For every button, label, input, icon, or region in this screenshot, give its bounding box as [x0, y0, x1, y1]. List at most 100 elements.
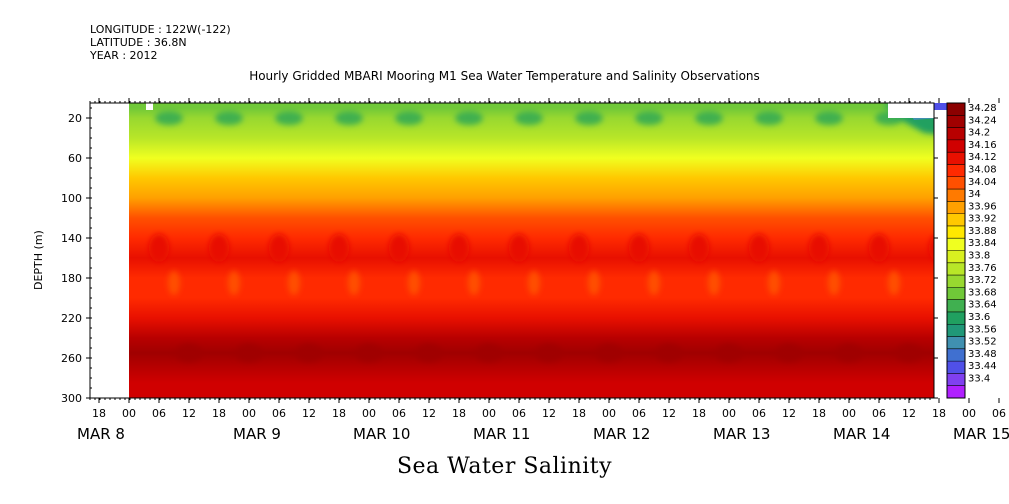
y-tick-label: 220 — [61, 312, 82, 325]
colorbar-cell — [947, 287, 965, 301]
colorbar-cell — [947, 139, 965, 153]
y-tick-label: 260 — [61, 352, 82, 365]
x-tick-label: 06 — [632, 407, 646, 420]
colorbar-cell — [947, 336, 965, 350]
x-day-label: MAR 15 — [953, 425, 1009, 443]
x-tick-label: 18 — [212, 407, 226, 420]
x-tick-label: 00 — [722, 407, 736, 420]
x-tick-label: 06 — [392, 407, 406, 420]
colorbar-cell — [947, 225, 965, 239]
colorbar-label: 33.44 — [968, 361, 997, 372]
x-day-label: MAR 9 — [233, 425, 281, 443]
x-day-label: MAR 13 — [713, 425, 770, 443]
x-tick-label: 12 — [422, 407, 436, 420]
x-tick-label: 06 — [512, 407, 526, 420]
colorbar-label: 33.96 — [968, 201, 997, 212]
colorbar-cell — [947, 201, 965, 215]
colorbar-label: 33.88 — [968, 226, 997, 237]
colorbar-cell — [947, 385, 965, 399]
x-tick-label: 06 — [752, 407, 766, 420]
colorbar-cell — [947, 115, 965, 129]
colorbar-cell — [947, 348, 965, 362]
colorbar-label: 34.28 — [968, 103, 997, 114]
colorbar-cell — [947, 103, 965, 116]
colorbar-label: 34 — [968, 189, 981, 200]
x-tick-label: 18 — [812, 407, 826, 420]
missing-data-region — [90, 103, 129, 398]
y-tick-label: 180 — [61, 272, 82, 285]
colorbar-label: 34.24 — [968, 115, 997, 126]
colorbar-cell — [947, 176, 965, 190]
x-tick-label: 18 — [332, 407, 346, 420]
colorbar-cell — [947, 311, 965, 325]
x-tick-label: 00 — [842, 407, 856, 420]
colorbar-cell — [947, 127, 965, 141]
x-day-label: MAR 14 — [833, 425, 890, 443]
colorbar-label: 33.4 — [968, 373, 990, 384]
colorbar-cell — [947, 275, 965, 288]
x-tick-label: 00 — [242, 407, 256, 420]
colorbar-cell — [947, 152, 965, 165]
x-tick-label: 06 — [992, 407, 1006, 420]
x-tick-label: 18 — [692, 407, 706, 420]
colorbar-label: 34.08 — [968, 164, 997, 175]
y-tick-label: 20 — [68, 112, 82, 125]
x-axis-label: Sea Water Salinity — [396, 454, 613, 479]
x-tick-label: 06 — [272, 407, 286, 420]
longitude-label: LONGITUDE : 122W(-122) — [90, 23, 231, 36]
colorbar-cell — [947, 189, 965, 202]
y-tick-label: 60 — [68, 152, 82, 165]
colorbar-label: 34.04 — [968, 177, 997, 188]
colorbar-label: 34.16 — [968, 140, 997, 151]
x-tick-label: 18 — [92, 407, 106, 420]
colorbar-label: 33.76 — [968, 263, 997, 274]
x-tick-label: 18 — [452, 407, 466, 420]
x-day-label: MAR 11 — [473, 425, 530, 443]
colorbar-label: 34.12 — [968, 152, 997, 163]
x-tick-label: 18 — [572, 407, 586, 420]
year-label: YEAR : 2012 — [90, 49, 158, 62]
colorbar-label: 33.72 — [968, 275, 997, 286]
colorbar-cell — [947, 299, 965, 313]
x-tick-label: 12 — [662, 407, 676, 420]
x-day-label: MAR 8 — [77, 425, 125, 443]
colorbar-cell — [947, 238, 965, 251]
colorbar-label: 34.2 — [968, 128, 990, 139]
colorbar-cell — [947, 373, 965, 387]
y-tick-label: 100 — [61, 192, 82, 205]
x-tick-label: 00 — [602, 407, 616, 420]
x-tick-label: 00 — [362, 407, 376, 420]
colorbar-cell — [947, 324, 965, 338]
colorbar-label: 33.48 — [968, 349, 997, 360]
x-tick-label: 06 — [152, 407, 166, 420]
x-tick-label: 00 — [482, 407, 496, 420]
x-tick-label: 00 — [962, 407, 976, 420]
colorbar-label: 33.64 — [968, 300, 997, 311]
colorbar-cell — [947, 164, 965, 178]
y-tick-label: 140 — [61, 232, 82, 245]
y-tick-label: 300 — [61, 392, 82, 405]
colorbar-label: 33.6 — [968, 312, 990, 323]
x-tick-label: 06 — [872, 407, 886, 420]
x-tick-label: 18 — [932, 407, 946, 420]
x-tick-label: 12 — [542, 407, 556, 420]
colorbar-cell — [947, 250, 965, 264]
y-axis-label: DEPTH (m) — [32, 230, 45, 290]
colorbar-cell — [947, 213, 965, 227]
x-tick-label: 12 — [182, 407, 196, 420]
x-day-label: MAR 12 — [593, 425, 650, 443]
chart-title: Hourly Gridded MBARI Mooring M1 Sea Wate… — [249, 69, 760, 83]
x-tick-label: 12 — [782, 407, 796, 420]
colorbar-label: 33.56 — [968, 324, 997, 335]
colorbar-label: 33.8 — [968, 251, 990, 262]
plot-frame — [89, 102, 935, 399]
colorbar-label: 33.52 — [968, 337, 997, 348]
colorbar-cell — [947, 262, 965, 276]
colorbar-label: 33.68 — [968, 287, 997, 298]
colorbar-cell — [947, 361, 965, 374]
x-day-label: MAR 10 — [353, 425, 410, 443]
colorbar-label: 33.84 — [968, 238, 997, 249]
missing-data-top-right — [888, 103, 934, 118]
x-tick-label: 12 — [902, 407, 916, 420]
